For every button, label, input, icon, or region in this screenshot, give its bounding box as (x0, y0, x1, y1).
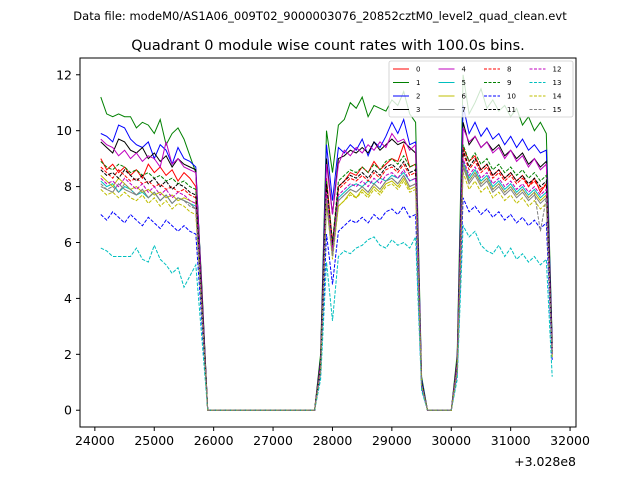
y-tick-label: 10 (56, 123, 72, 138)
y-tick-label: 2 (64, 347, 72, 362)
x-tick-label: 26000 (194, 433, 234, 448)
legend-box (388, 60, 574, 118)
series-line-15 (100, 164, 553, 411)
series-line-2 (100, 105, 553, 411)
legend-label-5: 5 (462, 79, 466, 87)
legend-label-13: 13 (553, 79, 562, 87)
y-tick-label: 4 (64, 291, 72, 306)
legend-label-14: 14 (553, 93, 562, 101)
x-tick-label: 31000 (491, 433, 531, 448)
x-tick-label: 28000 (313, 433, 353, 448)
legend-label-0: 0 (416, 66, 420, 74)
legend-label-7: 7 (462, 106, 466, 114)
y-axis: 0 2 4 6 8 10 12 (56, 67, 80, 418)
legend-label-12: 12 (553, 66, 562, 74)
legend-label-3: 3 (416, 106, 420, 114)
series-line-3 (100, 122, 553, 411)
chart-title: Quadrant 0 module wise count rates with … (131, 38, 525, 54)
legend-label-15: 15 (553, 106, 562, 114)
legend-label-2: 2 (416, 93, 420, 101)
y-tick-label: 12 (56, 67, 72, 82)
series-line-14 (100, 172, 553, 411)
x-offset-label: +3.028e8 (514, 454, 576, 469)
legend-label-11: 11 (507, 106, 516, 114)
x-tick-label: 32000 (550, 433, 590, 448)
legend-label-10: 10 (507, 93, 516, 101)
x-tick-label: 24000 (75, 433, 115, 448)
x-tick-label: 27000 (253, 433, 293, 448)
legend-label-6: 6 (462, 93, 467, 101)
legend-label-1: 1 (416, 79, 420, 87)
legend-label-4: 4 (462, 66, 467, 74)
series-line-10 (100, 197, 553, 411)
series-line-8 (100, 152, 553, 411)
series-line-12 (100, 158, 553, 411)
series-line-11 (100, 150, 553, 411)
x-tick-label: 30000 (431, 433, 471, 448)
x-tick-label: 29000 (372, 433, 412, 448)
y-tick-label: 6 (64, 235, 72, 250)
chart-suptitle: Data file: modeM0/AS1A06_009T02_90000030… (73, 9, 567, 23)
series-line-9 (100, 144, 553, 411)
series-layer (100, 74, 553, 411)
x-axis: 24000 25000 26000 27000 28000 29000 30000 31000… (75, 427, 590, 448)
legend-label-8: 8 (507, 66, 511, 74)
legend-label-9: 9 (507, 79, 511, 87)
series-line-13 (100, 223, 553, 411)
series-line-4 (100, 127, 553, 411)
y-tick-label: 0 (64, 403, 72, 418)
y-tick-label: 8 (64, 179, 72, 194)
x-tick-label: 25000 (134, 433, 174, 448)
